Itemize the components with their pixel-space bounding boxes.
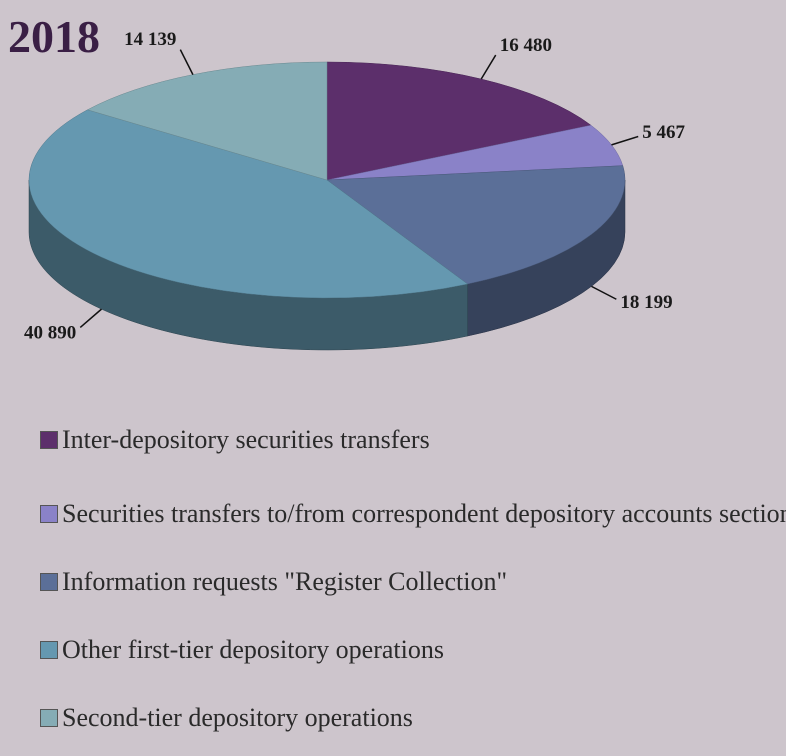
legend-label: Securities transfers to/from corresponde… [62,499,786,528]
chart-title: 2018 [8,11,100,62]
legend-item: Securities transfers to/from corresponde… [40,499,786,529]
legend-item: Second-tier depository operations [40,703,786,733]
leader-line [591,285,617,300]
leader-line [79,308,102,328]
pie-slice [326,61,592,181]
legend-swatch [40,641,58,659]
legend-item: Information requests "Register Collectio… [40,567,786,597]
leader-line [480,54,497,80]
legend-swatch [40,505,58,523]
legend-swatch [40,573,58,591]
data-label: 40 890 [24,322,76,343]
data-label: 5 467 [642,122,685,143]
legend-swatch [40,709,58,727]
legend-label: Information requests "Register Collectio… [62,567,508,596]
legend-item: Inter-depository securities transfers [40,425,786,455]
pie-slice [28,109,469,299]
chart: 2018 16 480 5 467 18 199 40 890 14 139 [8,11,685,351]
legend-swatch [40,431,58,449]
data-label: 16 480 [500,35,552,56]
data-label: 14 139 [124,29,176,50]
leader-line [611,135,639,146]
legend-item: Other first-tier depository operations [40,635,786,665]
legend-label: Second-tier depository operations [62,703,413,732]
pie-slice [326,165,626,285]
leader-line [179,49,194,75]
legend-label: Other first-tier depository operations [62,635,444,664]
data-label: 18 199 [620,292,672,313]
legend-label: Inter-depository securities transfers [62,425,430,454]
